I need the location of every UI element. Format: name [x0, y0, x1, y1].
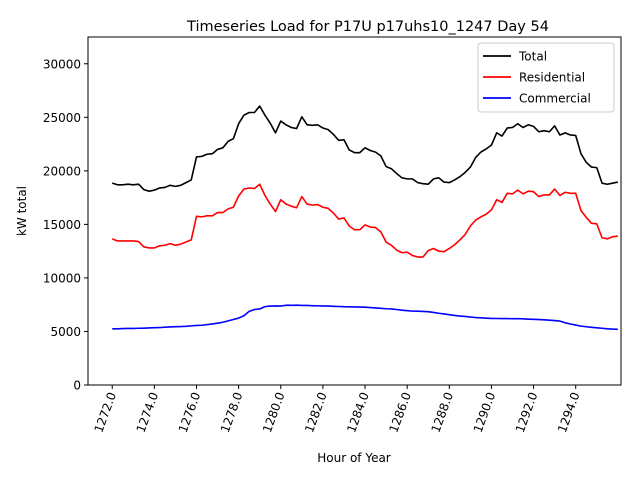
y-tick-label: 25000 — [43, 111, 81, 125]
y-axis-label: kW total — [15, 186, 29, 236]
x-axis-label: Hour of Year — [317, 451, 391, 465]
y-tick-label: 10000 — [43, 271, 81, 285]
y-tick-label: 0 — [73, 379, 81, 393]
y-tick-label: 5000 — [50, 325, 81, 339]
series-line-commercial — [112, 304, 618, 331]
legend-label-residential: Residential — [519, 71, 585, 85]
legend: Total Residential Commercial — [477, 42, 615, 113]
series-line-residential — [111, 183, 618, 258]
y-tick-label: 30000 — [43, 57, 81, 71]
chart-title: Timeseries Load for P17U p17uhs10_1247 D… — [186, 19, 549, 35]
series-line-total — [111, 105, 618, 192]
legend-label-commercial: Commercial — [519, 92, 591, 106]
plot-area — [111, 105, 618, 331]
y-tick-label: 20000 — [43, 164, 81, 178]
y-tick-label: 15000 — [43, 218, 81, 232]
legend-label-total: Total — [518, 50, 547, 64]
legend-box — [477, 42, 615, 113]
axes-frame — [87, 36, 622, 386]
